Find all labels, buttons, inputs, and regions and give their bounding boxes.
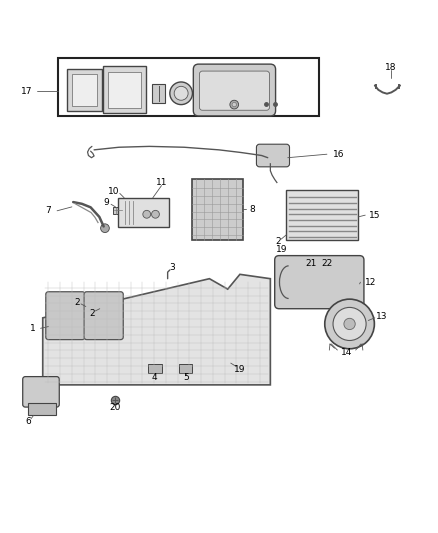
FancyBboxPatch shape xyxy=(46,292,85,340)
Text: 6: 6 xyxy=(25,417,31,426)
Text: 19: 19 xyxy=(276,246,287,254)
FancyBboxPatch shape xyxy=(103,66,146,113)
Circle shape xyxy=(152,211,159,218)
FancyBboxPatch shape xyxy=(256,144,290,167)
Text: 15: 15 xyxy=(369,211,381,220)
Text: 18: 18 xyxy=(385,63,397,71)
FancyBboxPatch shape xyxy=(84,292,123,340)
Text: 20: 20 xyxy=(110,403,121,413)
FancyBboxPatch shape xyxy=(28,403,56,415)
Circle shape xyxy=(170,82,192,104)
Text: 2: 2 xyxy=(89,309,95,318)
FancyBboxPatch shape xyxy=(286,190,358,240)
Text: 9: 9 xyxy=(104,198,110,207)
FancyBboxPatch shape xyxy=(275,256,364,309)
Text: 10: 10 xyxy=(108,187,120,196)
Text: 19: 19 xyxy=(234,365,246,374)
FancyBboxPatch shape xyxy=(109,71,141,108)
Circle shape xyxy=(232,102,237,107)
FancyBboxPatch shape xyxy=(23,377,59,407)
Text: 12: 12 xyxy=(365,278,376,287)
FancyBboxPatch shape xyxy=(192,180,244,239)
Text: 17: 17 xyxy=(21,86,32,95)
Text: 8: 8 xyxy=(249,205,255,214)
Circle shape xyxy=(230,100,239,109)
Text: 2: 2 xyxy=(276,237,281,246)
Text: 5: 5 xyxy=(183,374,189,382)
FancyBboxPatch shape xyxy=(148,364,162,373)
FancyBboxPatch shape xyxy=(67,69,102,111)
FancyBboxPatch shape xyxy=(72,74,97,107)
Circle shape xyxy=(143,211,151,218)
Text: 4: 4 xyxy=(152,374,157,382)
Text: 7: 7 xyxy=(46,206,51,215)
Text: 3: 3 xyxy=(170,263,175,272)
Text: 11: 11 xyxy=(156,179,167,188)
Circle shape xyxy=(325,299,374,349)
FancyBboxPatch shape xyxy=(179,364,192,373)
Circle shape xyxy=(333,308,366,341)
FancyBboxPatch shape xyxy=(58,58,319,116)
Text: 22: 22 xyxy=(321,259,332,268)
Polygon shape xyxy=(43,274,270,385)
FancyBboxPatch shape xyxy=(152,84,165,103)
Text: 13: 13 xyxy=(376,312,387,321)
Circle shape xyxy=(101,224,110,232)
Circle shape xyxy=(344,318,355,329)
FancyBboxPatch shape xyxy=(199,71,269,110)
Text: 16: 16 xyxy=(333,150,344,159)
Text: 14: 14 xyxy=(341,348,352,357)
Text: 1: 1 xyxy=(30,324,35,333)
Text: 2: 2 xyxy=(75,298,80,306)
FancyBboxPatch shape xyxy=(113,207,123,214)
Text: 21: 21 xyxy=(306,259,317,268)
FancyBboxPatch shape xyxy=(193,64,276,116)
Circle shape xyxy=(174,86,188,100)
FancyBboxPatch shape xyxy=(118,198,170,228)
